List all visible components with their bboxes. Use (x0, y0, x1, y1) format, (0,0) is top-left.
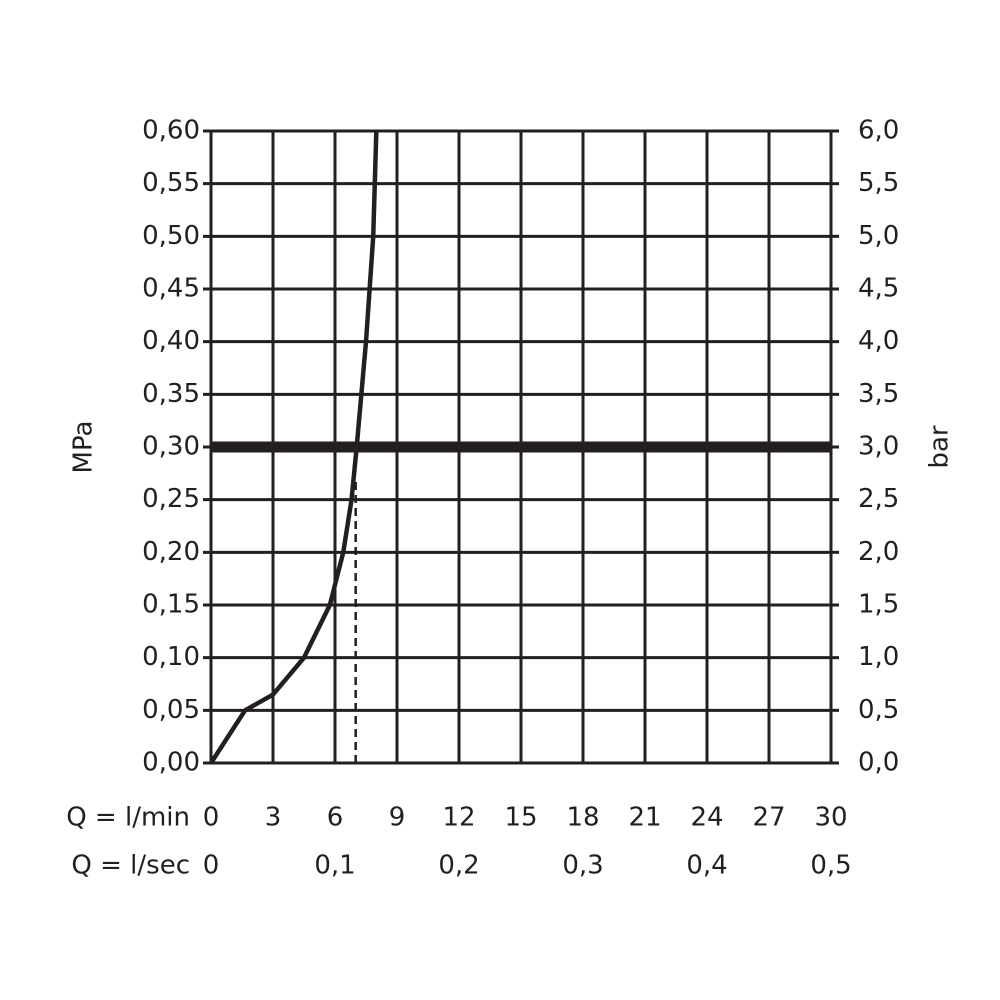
x-tick-label: 15 (504, 803, 537, 833)
y-tick-label: 0,40 (142, 326, 200, 356)
y2-axis-label: bar (925, 425, 955, 468)
y2-tick-label: 0,5 (858, 695, 899, 725)
y2-tick-label: 4,0 (858, 326, 899, 356)
y-tick-label: 0,35 (142, 379, 200, 409)
y-tick-label: 0,25 (142, 484, 200, 514)
x-tick-label: 6 (327, 803, 344, 833)
curve (209, 130, 379, 765)
x2-tick-label: 0,4 (686, 851, 727, 881)
y-tick-label: 0,20 (142, 537, 200, 567)
y2-tick-label: 0,0 (858, 748, 899, 778)
y2-tick-label: 2,0 (858, 537, 899, 567)
y2-tick-label: 6,0 (858, 116, 899, 146)
x-tick-label: 0 (203, 803, 220, 833)
x-tick-label: 24 (690, 803, 723, 833)
y-tick-label: 0,55 (142, 168, 200, 198)
y2-tick-label: 5,5 (858, 168, 899, 198)
x2-tick-label: 0,3 (562, 851, 603, 881)
y2-tick-label: 3,0 (858, 432, 899, 462)
y-tick-label: 0,00 (142, 748, 200, 778)
y2-tick-label: 3,5 (858, 379, 899, 409)
x-tick-label: 3 (265, 803, 282, 833)
x2-tick-label: 0,1 (314, 851, 355, 881)
y-tick-label: 0,30 (142, 432, 200, 462)
y-axis-label: MPa (69, 421, 99, 474)
x2-tick-label: 0,2 (438, 851, 479, 881)
x2-axis-label: Q = l/sec (71, 851, 190, 881)
x-tick-label: 9 (389, 803, 406, 833)
x-tick-label: 18 (566, 803, 599, 833)
x-tick-label: 27 (752, 803, 785, 833)
y2-tick-label: 4,5 (858, 274, 899, 304)
y-tick-label: 0,10 (142, 642, 200, 672)
y2-tick-label: 1,5 (858, 590, 899, 620)
x2-tick-label: 0,5 (810, 851, 851, 881)
y-tick-label: 0,50 (142, 221, 200, 251)
y-tick-label: 0,60 (142, 116, 200, 146)
y2-tick-label: 5,0 (858, 221, 899, 251)
y2-tick-label: 2,5 (858, 484, 899, 514)
x-tick-label: 30 (814, 803, 847, 833)
x-axis-label: Q = l/min (66, 803, 190, 833)
y-tick-label: 0,05 (142, 695, 200, 725)
y2-tick-label: 1,0 (858, 642, 899, 672)
x-tick-label: 12 (442, 803, 475, 833)
x2-tick-label: 0 (203, 851, 220, 881)
y-tick-label: 0,45 (142, 274, 200, 304)
x-tick-label: 21 (628, 803, 661, 833)
y-tick-label: 0,15 (142, 590, 200, 620)
